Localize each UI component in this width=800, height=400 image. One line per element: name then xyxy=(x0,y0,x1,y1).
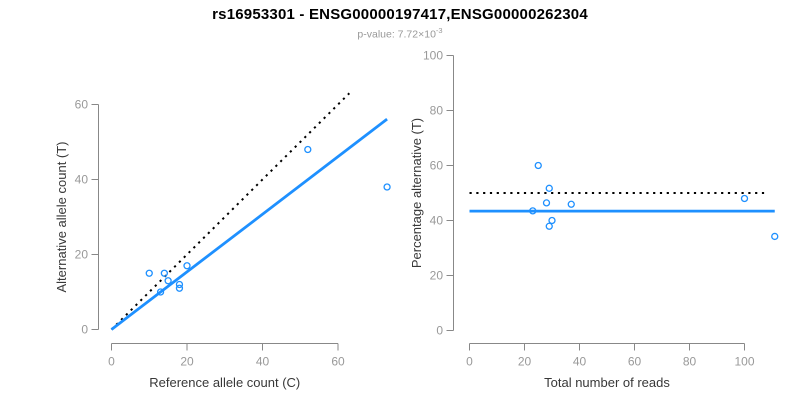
data-point xyxy=(175,280,184,289)
x-tick-label: 80 xyxy=(683,355,697,369)
y-tick-label: 0 xyxy=(436,324,443,338)
x-tick-label: 0 xyxy=(108,355,115,369)
data-point xyxy=(304,145,312,154)
y-tick-label: 20 xyxy=(75,248,89,262)
identity-line xyxy=(110,92,351,331)
y-tick-label: 20 xyxy=(430,269,444,283)
x-axis-title: Total number of reads xyxy=(544,375,670,390)
figure-title: rs16953301 - ENSG00000197417,ENSG0000026… xyxy=(212,6,588,23)
data-point xyxy=(156,288,165,296)
data-point xyxy=(529,207,537,215)
y-axis-title: Alternative allele count (T) xyxy=(54,141,69,292)
x-tick-label: 40 xyxy=(573,355,587,369)
data-point xyxy=(183,262,191,270)
x-tick-label: 20 xyxy=(180,355,194,369)
data-point xyxy=(567,200,575,208)
data-point xyxy=(160,269,169,277)
x-tick-label: 20 xyxy=(518,355,532,369)
x-axis-title: Reference allele count (C) xyxy=(149,375,300,390)
data-point xyxy=(740,194,749,203)
x-tick-label: 0 xyxy=(466,355,473,369)
x-tick-label: 60 xyxy=(331,355,345,369)
p-value-subtitle: p-value: 7.72×10-3 xyxy=(0,26,800,41)
data-point xyxy=(771,232,779,241)
data-point xyxy=(175,284,184,292)
data-point xyxy=(383,183,391,191)
x-tick-label: 60 xyxy=(628,355,642,369)
y-tick-label: 60 xyxy=(430,159,444,173)
y-tick-label: 100 xyxy=(423,49,443,63)
fit-line xyxy=(110,118,388,331)
p-value-text: p-value: 7.72×10 xyxy=(357,28,436,41)
data-point xyxy=(545,222,553,230)
x-tick-label: 40 xyxy=(256,355,270,369)
data-point xyxy=(164,277,172,285)
y-tick-label: 40 xyxy=(430,214,444,228)
data-point xyxy=(548,216,556,225)
x-tick-label: 100 xyxy=(734,355,754,369)
percentage-panel: 0 20 40 60 80 100 0 20 40 60 80 100 Total number of … xyxy=(409,49,779,390)
data-point xyxy=(534,161,542,170)
data-point xyxy=(545,184,553,192)
data-point xyxy=(542,199,551,207)
y-tick-label: 60 xyxy=(75,98,89,112)
y-axis-title: Percentage alternative (T) xyxy=(409,118,424,268)
allele-counts-panel: 0 20 40 60 0 20 40 60 Reference allele count (C)… xyxy=(54,92,391,390)
y-tick-label: 0 xyxy=(81,323,88,337)
y-tick-label: 80 xyxy=(430,104,444,118)
data-point xyxy=(145,269,153,277)
p-value-exponent: -3 xyxy=(435,26,443,35)
y-tick-label: 40 xyxy=(75,173,89,187)
